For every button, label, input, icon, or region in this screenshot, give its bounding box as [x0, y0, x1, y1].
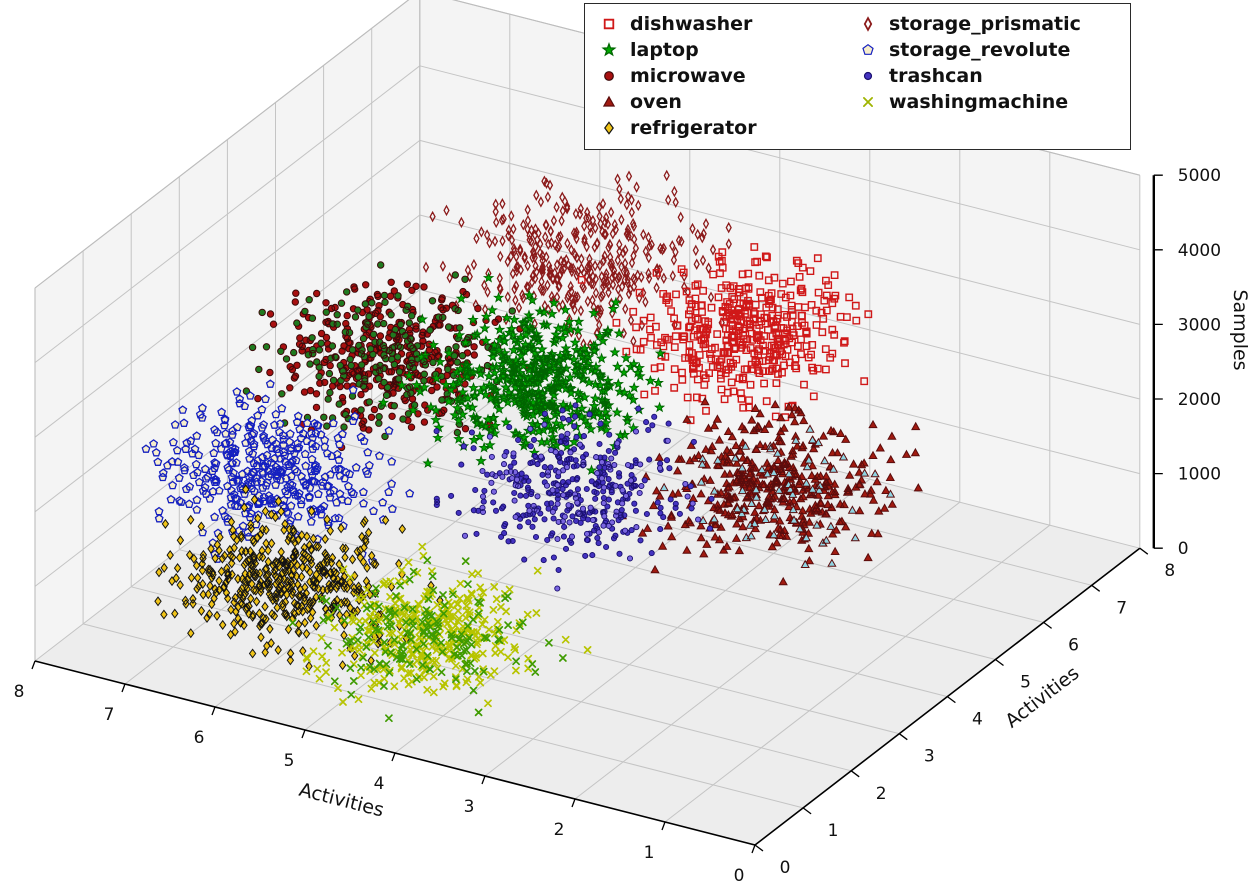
legend-item-refrigerator: refrigerator	[597, 116, 822, 140]
y-tick-label: 7	[1116, 598, 1127, 618]
tick-marks	[31, 174, 1163, 854]
legend-item-dishwasher: dishwasher	[597, 12, 822, 36]
series-laptop	[377, 271, 667, 476]
series-microwave	[242, 261, 545, 452]
legend-item-oven: oven	[597, 90, 822, 114]
y-tick-label: 5	[1020, 673, 1031, 693]
washingmachine-marker-icon	[863, 97, 873, 107]
x-tick-label: 7	[104, 705, 115, 725]
x-tick-label: 3	[464, 797, 475, 817]
x-tick-label: 8	[14, 682, 25, 702]
series-dishwasher-points	[577, 243, 873, 425]
legend-label: storage_revolute	[889, 39, 1071, 61]
oven-marker-icon	[602, 95, 616, 107]
microwave-marker-icon	[604, 71, 614, 81]
pane-edges	[34, 0, 1140, 661]
z-tick-label: 1000	[1178, 465, 1221, 485]
series-trashcan-points	[461, 421, 702, 592]
storage_revolute-marker-icon	[862, 43, 874, 55]
trashcan-marker-icon	[863, 71, 873, 81]
legend-label: dishwasher	[630, 13, 753, 35]
storage_prismatic-marker-icon	[863, 16, 873, 32]
refrigerator-marker-icon	[604, 121, 614, 135]
y-tick-label: 0	[780, 858, 791, 878]
legend-label: washingmachine	[889, 91, 1069, 113]
x-tick-label: 1	[644, 843, 655, 863]
y-tick-label: 8	[1164, 561, 1175, 581]
z-tick-label: 0	[1178, 539, 1189, 559]
legend-label: laptop	[630, 39, 699, 61]
legend-item-laptop: laptop	[597, 38, 822, 62]
legend-label: oven	[630, 91, 682, 113]
series-washingmachine	[288, 542, 592, 723]
laptop-marker-icon	[601, 42, 617, 57]
z-tick-label: 5000	[1178, 166, 1221, 186]
y-tick-label: 4	[972, 710, 983, 730]
legend-item-washingmachine: washingmachine	[856, 90, 1114, 114]
scatter-points	[141, 169, 923, 723]
z-tick-label: 3000	[1178, 315, 1221, 335]
y-axis-label: Activities	[1001, 662, 1083, 732]
dishwasher-marker-icon	[603, 18, 615, 30]
series-washingmachine-points	[288, 556, 567, 723]
y-tick-label: 6	[1068, 635, 1079, 655]
legend-column-0: dishwasher laptop microwave oven refrigerato…	[597, 12, 822, 140]
z-tick-label: 4000	[1178, 241, 1221, 261]
legend-label: trashcan	[889, 65, 983, 87]
legend-label: storage_prismatic	[889, 13, 1081, 35]
x-tick-label: 0	[734, 866, 745, 885]
y-tick-label: 1	[828, 821, 839, 841]
series-dishwasher	[577, 243, 873, 425]
series-microwave-points	[242, 261, 545, 441]
legend-item-trashcan: trashcan	[856, 64, 1114, 88]
series-laptop-points	[377, 271, 667, 476]
y-tick-label: 3	[924, 747, 935, 767]
series-trashcan	[433, 402, 715, 592]
series-storage_prismatic	[422, 169, 732, 351]
legend-item-storage_revolute: storage_revolute	[856, 38, 1114, 62]
series-oven-points	[659, 424, 896, 568]
legend-item-microwave: microwave	[597, 64, 822, 88]
legend-item-storage_prismatic: storage_prismatic	[856, 12, 1114, 36]
pane-edge-path	[34, 0, 1140, 661]
y-tick-label: 2	[876, 784, 887, 804]
z-tick-label: 2000	[1178, 390, 1221, 410]
z-axis-label: Samples	[1229, 289, 1250, 370]
legend-label: microwave	[630, 65, 746, 87]
legend-label: refrigerator	[630, 117, 757, 139]
legend: dishwasher laptop microwave oven refrigerato…	[584, 3, 1131, 150]
series-storage_prismatic-points	[422, 169, 732, 351]
x-tick-label: 4	[374, 774, 385, 794]
x-tick-label: 5	[284, 751, 295, 771]
series-oven	[617, 396, 923, 586]
x-tick-label: 6	[194, 728, 205, 748]
x-tick-label: 2	[554, 820, 565, 840]
